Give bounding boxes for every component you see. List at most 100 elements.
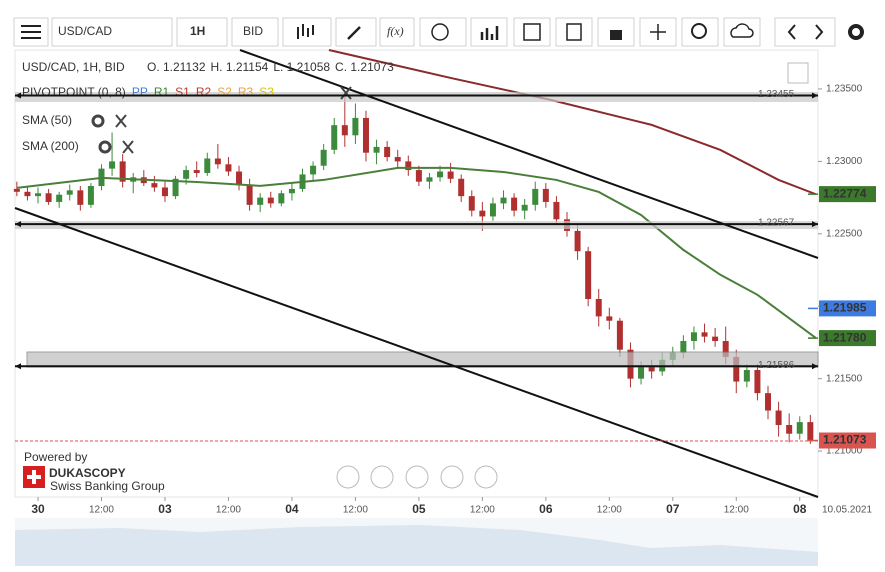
candle-body: [384, 146, 391, 158]
candle-body: [553, 201, 560, 220]
symbol-select[interactable]: [51, 17, 173, 47]
candle-body: [13, 188, 20, 192]
price-label: 1.22774: [823, 186, 867, 200]
branding: Powered by DUKASCOPY Swiss Banking Group: [23, 450, 165, 493]
candle-body: [680, 340, 687, 353]
candle-body: [35, 193, 42, 197]
candle-body: [595, 298, 602, 317]
candle-body: [352, 117, 359, 136]
pivot-item: R3: [238, 85, 254, 99]
zoom-button[interactable]: [681, 17, 719, 47]
x-tick-label: 12:00: [89, 505, 114, 516]
ohlc-item: O. 1.21132: [147, 60, 206, 74]
candle-body: [119, 161, 126, 182]
candle-body: [415, 170, 422, 182]
candle-body: [204, 158, 211, 173]
pivot-name: PIVOTPOINT (0, 8): [22, 85, 126, 99]
scroll-left[interactable]: [336, 465, 360, 489]
candle-body: [426, 177, 433, 182]
candle-body: [648, 367, 655, 372]
x-tick-label: 08: [793, 502, 807, 516]
draw-icon: [347, 26, 361, 40]
candle-body: [172, 178, 179, 197]
candle-body: [66, 190, 73, 195]
x-tick-label: 04: [285, 502, 299, 516]
candle-body: [236, 171, 243, 185]
zoom-out[interactable]: [370, 465, 394, 489]
price-label: 1.21985: [823, 301, 867, 315]
level-label: 1.23455: [758, 89, 795, 100]
candle-body: [722, 340, 729, 357]
ohlc-item: L. 1.21058: [273, 60, 330, 74]
nav-icons: [787, 24, 824, 40]
candle-body: [24, 191, 31, 197]
plot: [13, 49, 817, 444]
date-label: 10.05.2021: [822, 505, 872, 516]
candle-body: [447, 171, 454, 179]
price-label-box: [819, 186, 876, 203]
candle-body: [775, 410, 782, 426]
zoom-in[interactable]: [440, 465, 464, 489]
price-label: 1.21780: [823, 330, 867, 344]
candle-body: [341, 125, 348, 136]
side: BID: [243, 24, 263, 38]
reset[interactable]: [405, 465, 429, 489]
candle-body: [743, 369, 750, 382]
logo-cross: [27, 470, 41, 484]
report-button[interactable]: [555, 17, 593, 47]
trend-line: [14, 207, 819, 498]
pivot-item: S3: [259, 85, 274, 99]
side-select[interactable]: [231, 17, 279, 47]
candle-body: [310, 165, 317, 175]
x-tick-label: 06: [539, 502, 553, 516]
settings-icon[interactable]: [91, 114, 105, 128]
x-tick-label: 12:00: [597, 505, 622, 516]
info-button[interactable]: [419, 17, 467, 47]
scroll-right[interactable]: [474, 465, 498, 489]
timeframe-select[interactable]: [176, 17, 228, 47]
calendar-icon: [523, 23, 541, 41]
expand-button[interactable]: [787, 62, 809, 84]
powered-by: Powered by: [24, 450, 87, 464]
candle-body: [616, 320, 623, 350]
close-icons[interactable]: [115, 86, 352, 154]
brand-sub: Swiss Banking Group: [50, 479, 165, 493]
price-label: 1.21073: [823, 433, 867, 447]
toolbar: USD/CAD 1H BID f(x): [13, 17, 864, 47]
function-button[interactable]: [379, 17, 415, 47]
candle-body: [87, 186, 94, 205]
settings-icon[interactable]: [98, 140, 112, 154]
indicator-button[interactable]: [470, 17, 508, 47]
legend-text: USD/CAD, 1H, BID: [22, 60, 125, 74]
sma-legend: SMA (50): [22, 113, 72, 127]
y-tick-label: 1.21000: [826, 446, 863, 457]
menu-icon: [21, 25, 41, 39]
candle-body: [225, 164, 232, 172]
candle-body: [690, 332, 697, 341]
indicator-icon: [480, 26, 499, 40]
level-label: 1.21586: [758, 360, 795, 371]
nav-buttons[interactable]: [774, 17, 836, 47]
candle-body: [532, 188, 539, 205]
settings-icon[interactable]: [848, 24, 864, 40]
candle-body: [807, 422, 814, 441]
candle-body: [489, 203, 496, 217]
navigator-area: [15, 525, 818, 566]
candle-body: [542, 188, 549, 202]
y-tick-label: 1.22500: [826, 228, 863, 239]
pivot-item: R2: [196, 85, 212, 99]
level-label: 1.22567: [758, 218, 795, 229]
candle-body: [521, 204, 528, 211]
cloud-button[interactable]: [723, 17, 761, 47]
candle-body: [796, 422, 803, 434]
candle-body: [288, 188, 295, 194]
crosshair-icon: [650, 24, 666, 40]
x-tick-label: 03: [158, 502, 172, 516]
candle-body: [574, 230, 581, 252]
candle-body: [437, 171, 444, 178]
candle-body: [320, 149, 327, 166]
calendar-button[interactable]: [513, 17, 551, 47]
x-tick-label: 12:00: [724, 505, 749, 516]
